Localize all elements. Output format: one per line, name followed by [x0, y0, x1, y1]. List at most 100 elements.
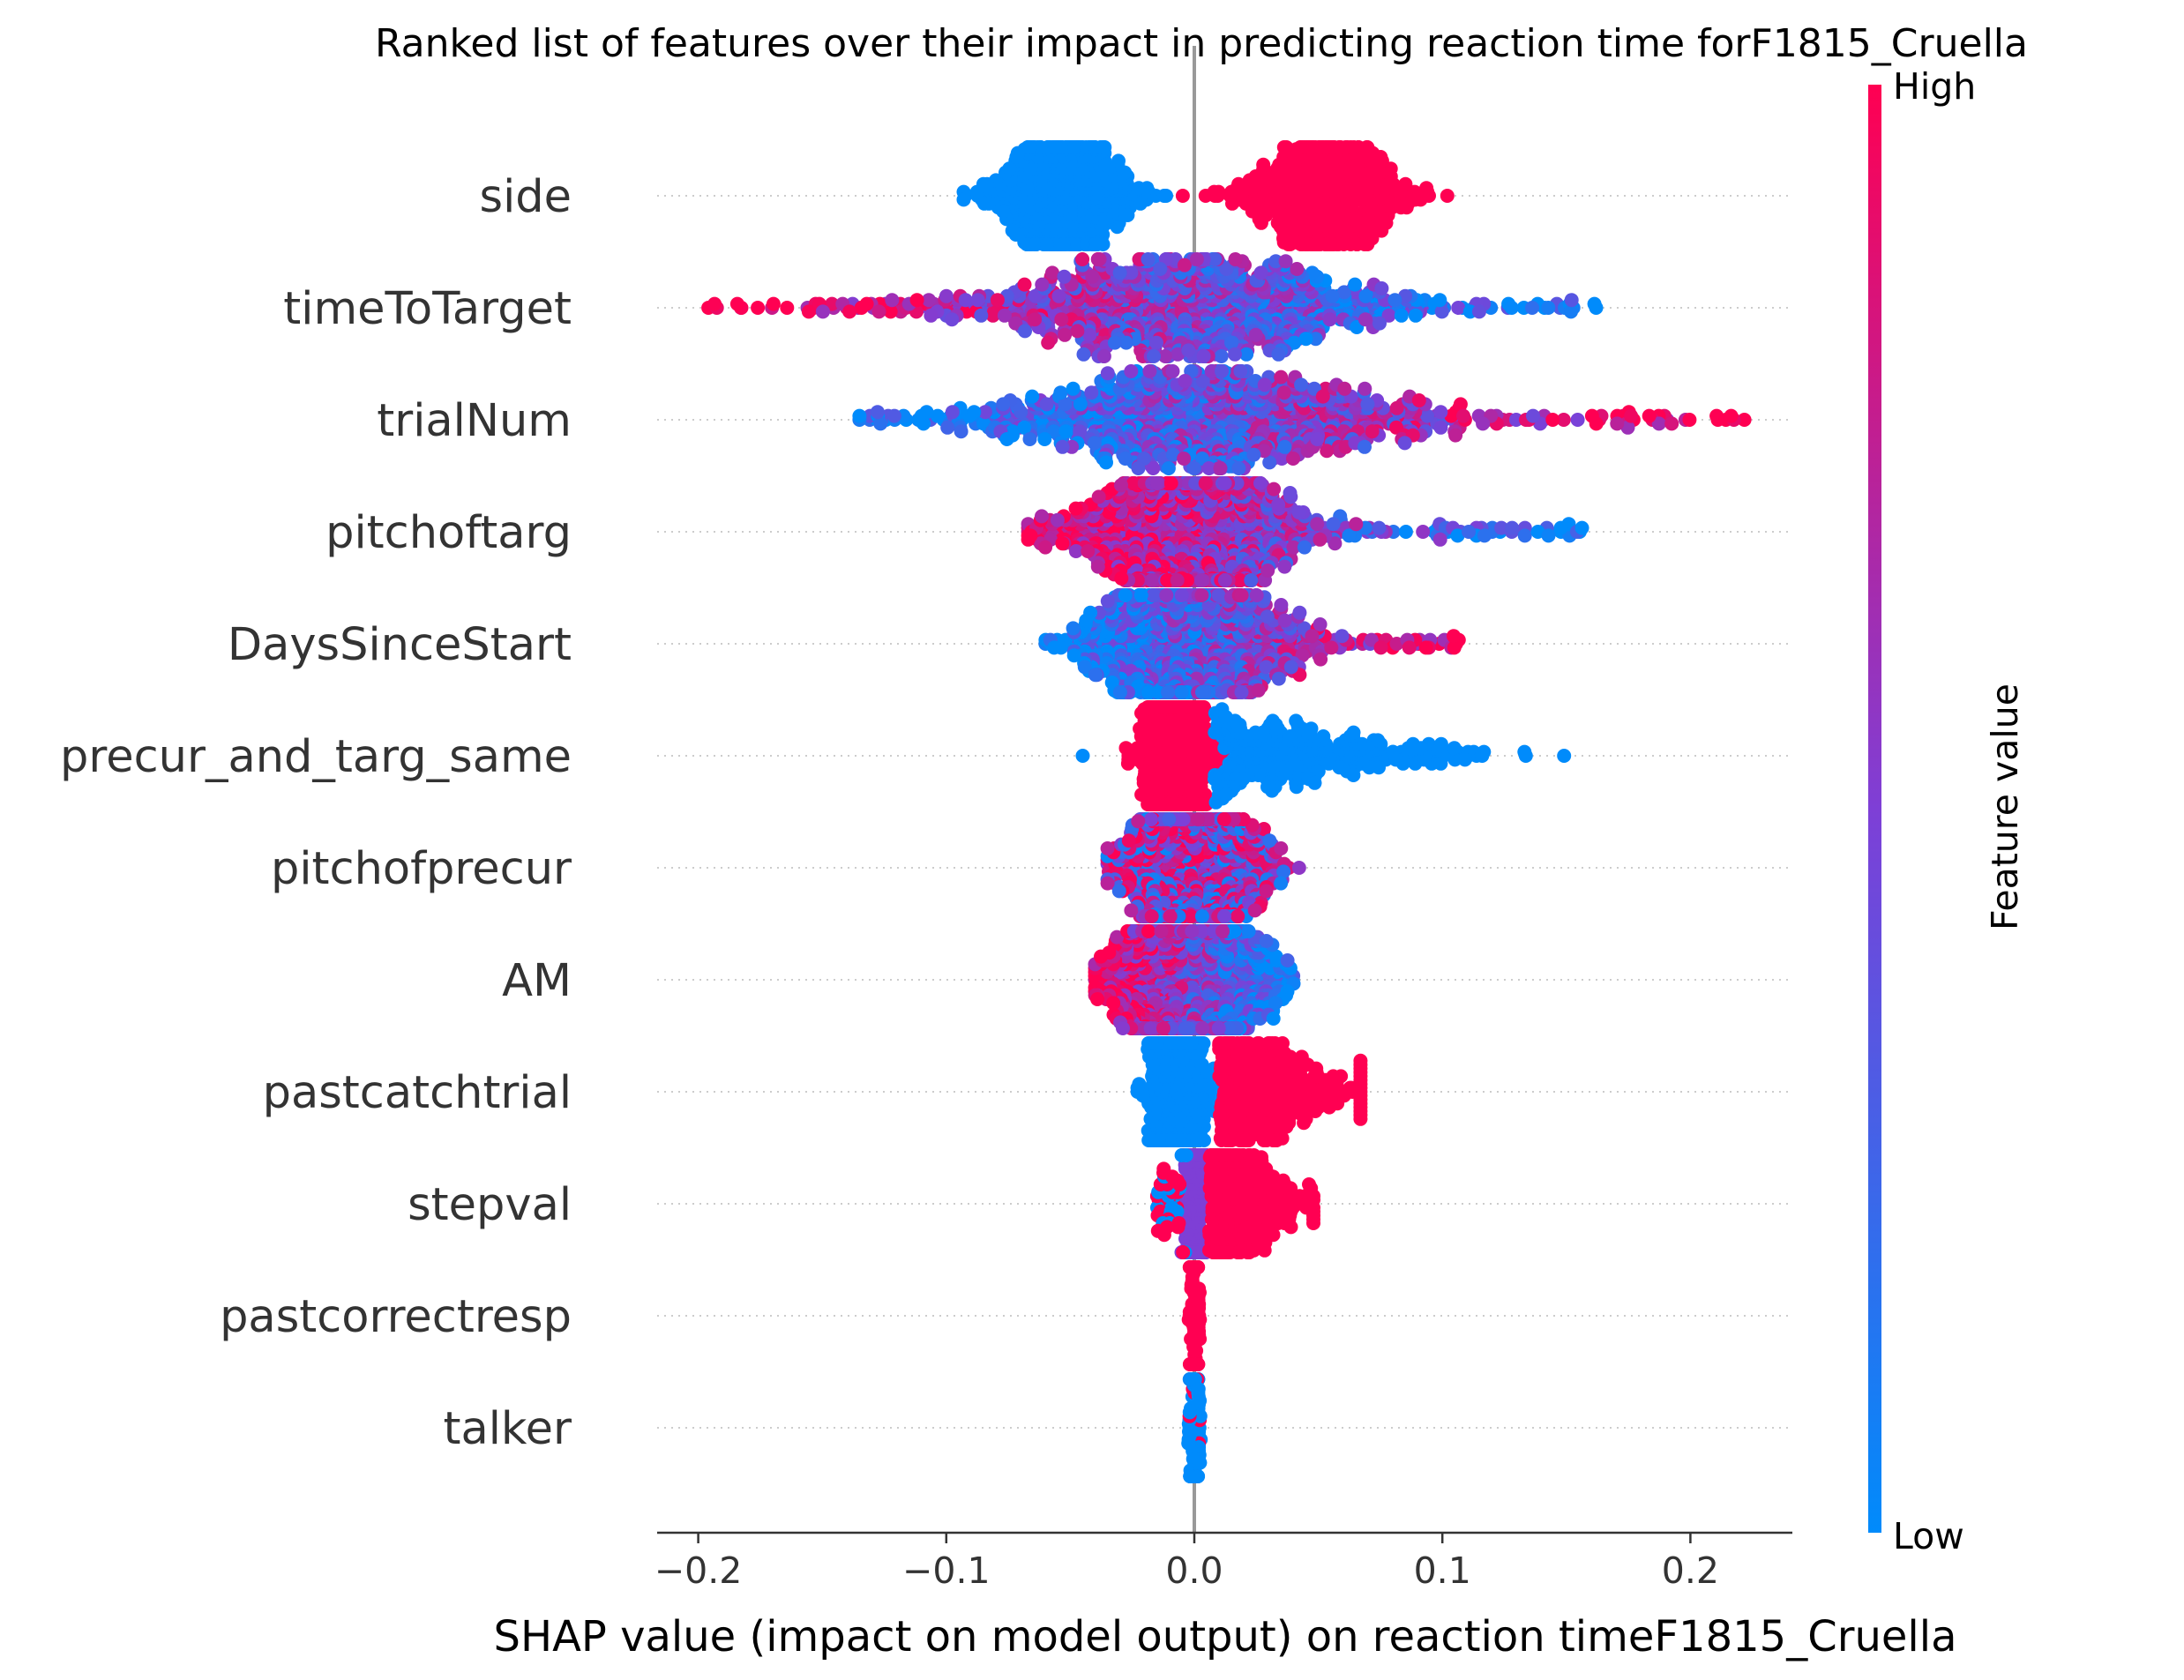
shap-point-trialnum: [1545, 413, 1560, 427]
shap-point-dayssincestart: [1313, 652, 1328, 667]
shap-point-pitchoftarg: [1398, 525, 1413, 539]
shap-point-trialnum: [1276, 385, 1291, 400]
shap-point-trialnum: [1570, 413, 1585, 427]
shap-point-pitchoftarg: [1517, 528, 1532, 543]
shap-point-pitchoftarg: [1091, 489, 1106, 504]
shap-point-timetotarget: [766, 296, 781, 311]
shap-point-trialnum: [1433, 420, 1448, 435]
shap-point-trialnum: [1589, 416, 1604, 431]
shap-point-trialnum: [1058, 424, 1073, 439]
shap-point-timetotarget: [1054, 312, 1069, 327]
shap-point-side: [1002, 161, 1017, 176]
shap-point-trialnum: [1456, 408, 1470, 423]
shap-point-timetotarget: [958, 293, 973, 308]
shap-point-trialnum: [1053, 385, 1068, 400]
shap-point-trialnum: [1215, 364, 1229, 378]
shap-point-side: [1338, 140, 1353, 154]
shap-point-timetotarget: [1374, 281, 1389, 295]
shap-point-side: [1132, 181, 1147, 196]
shap-point-timetotarget: [1358, 288, 1373, 303]
shap-point-trialnum: [1286, 452, 1300, 466]
shap-point-trialnum: [1365, 424, 1380, 439]
shap-point-timetotarget: [1278, 254, 1293, 269]
shap-point-pitchoftarg: [1432, 532, 1447, 547]
shap-point-timetotarget: [707, 296, 722, 311]
shap-point-dayssincestart: [1292, 605, 1307, 620]
shap-point-timetotarget: [1177, 258, 1192, 273]
shap-point-trialnum: [1411, 393, 1426, 407]
shap-point-side: [1336, 237, 1351, 251]
shap-point-timetotarget: [1051, 288, 1066, 303]
shap-point-timetotarget: [1214, 349, 1229, 363]
shap-point-side: [1379, 215, 1394, 230]
shap-point-side: [1398, 176, 1413, 191]
shap-point-timetotarget: [842, 304, 857, 319]
shap-point-trialnum: [1186, 461, 1201, 475]
shap-point-pitchoftarg: [1050, 512, 1065, 527]
shap-point-side: [1303, 140, 1318, 154]
shap-point-side: [1033, 140, 1048, 154]
shap-point-trialnum: [1178, 374, 1193, 388]
shap-point-trialnum: [940, 420, 955, 435]
shap-point-side: [1120, 208, 1135, 222]
shap-point-trialnum: [1124, 364, 1139, 378]
shap-point-timetotarget: [1085, 269, 1100, 284]
shap-point-pitchoftarg: [1297, 540, 1312, 555]
shap-point-side: [1098, 157, 1113, 172]
shap-point-trialnum: [1142, 364, 1157, 378]
shap-point-timetotarget: [909, 293, 924, 308]
shap-point-timetotarget: [1058, 327, 1073, 342]
shap-point-side: [1008, 228, 1023, 242]
shap-point-trialnum: [1073, 397, 1088, 412]
shap-point-trialnum: [1100, 366, 1115, 381]
shap-point-pitchoftarg: [1462, 525, 1476, 539]
shap-point-timetotarget: [1070, 324, 1085, 339]
shap-point-pitchoftarg: [1114, 571, 1129, 586]
feature-label-talker: talker: [444, 1403, 572, 1455]
shap-point-side: [1350, 237, 1365, 251]
shap-point-trialnum: [1099, 455, 1113, 470]
shap-point-timetotarget: [1325, 288, 1340, 303]
shap-point-trialnum: [1177, 452, 1192, 466]
shap-point-timetotarget: [1451, 301, 1466, 315]
shap-point-trialnum: [1310, 432, 1325, 446]
shap-point-side: [1289, 235, 1304, 250]
shap-point-timetotarget: [1587, 296, 1602, 311]
shap-point-timetotarget: [1564, 293, 1579, 308]
shap-point-timetotarget: [1372, 316, 1387, 331]
shap-point-timetotarget: [751, 301, 766, 315]
shap-point-pitchoftarg: [1149, 476, 1164, 490]
shap-point-side: [1325, 140, 1340, 154]
shap-point-timetotarget: [1181, 343, 1196, 358]
shap-point-dayssincestart: [1141, 685, 1156, 699]
shap-point-trialnum: [1433, 405, 1448, 420]
shap-point-trialnum: [1131, 461, 1146, 475]
shap-point-trialnum: [945, 405, 960, 420]
shap-point-timetotarget: [801, 304, 816, 319]
shap-point-trialnum: [1084, 385, 1099, 400]
shap-point-trialnum: [1337, 381, 1352, 396]
shap-point-timetotarget: [1149, 335, 1163, 350]
beeswarm-points: [701, 140, 1752, 1483]
shap-point-trialnum: [1039, 397, 1054, 412]
shap-point-dayssincestart: [1335, 629, 1350, 644]
shap-point-side: [1111, 153, 1126, 168]
shap-point-pitchoftarg: [1217, 573, 1232, 587]
feature-label-am: AM: [502, 955, 572, 1007]
shap-point-dayssincestart: [1260, 609, 1275, 624]
shap-point-trialnum: [1277, 439, 1292, 454]
shap-point-dayssincestart: [1324, 640, 1339, 655]
shap-point-trialnum: [1724, 408, 1739, 423]
shap-point-pitchoftarg: [1035, 509, 1049, 524]
shap-point-pitchoftarg: [1349, 517, 1364, 532]
shap-point-trialnum: [1213, 461, 1228, 475]
shap-point-trialnum: [1161, 461, 1176, 475]
shap-point-timetotarget: [1358, 312, 1372, 327]
shap-point-timetotarget: [1472, 304, 1486, 319]
shap-point-timetotarget: [1147, 349, 1161, 363]
shap-point-side: [1259, 208, 1274, 222]
shap-point-timetotarget: [1271, 347, 1286, 362]
shap-point-timetotarget: [1041, 335, 1056, 350]
shap-point-side: [1440, 189, 1455, 203]
shap-point-trialnum: [1022, 432, 1037, 446]
